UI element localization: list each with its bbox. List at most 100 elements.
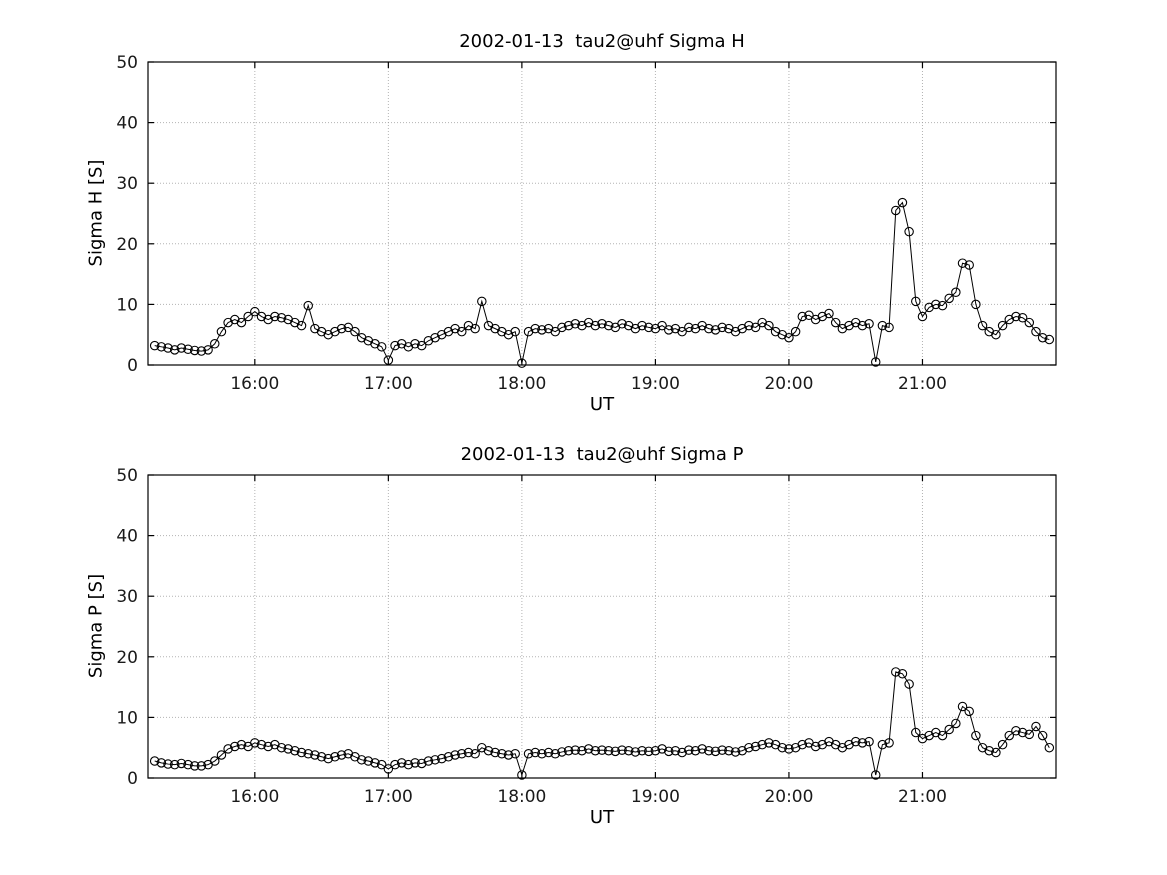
data-point-marker [657, 320, 667, 331]
data-point-marker [276, 312, 287, 323]
data-point-marker [156, 342, 167, 352]
x-tick-label: 21:00 [898, 374, 947, 394]
data-point-marker [971, 299, 981, 310]
y-tick-label: 10 [116, 295, 138, 315]
data-point-marker [757, 739, 767, 750]
data-point-marker [563, 320, 574, 331]
data-point-marker [891, 667, 901, 677]
data-point-marker [810, 741, 821, 752]
data-point-marker [210, 339, 220, 349]
data-point-marker [870, 770, 881, 780]
data-point-marker [1031, 721, 1041, 732]
data-point-marker [951, 718, 961, 729]
data-point-marker [937, 300, 948, 311]
x-tick-label: 21:00 [898, 787, 947, 807]
data-point-marker [1024, 729, 1035, 740]
data-point-marker [430, 755, 440, 765]
data-point-marker [336, 750, 347, 760]
y-tick-label: 20 [116, 648, 138, 668]
sigma-h-plot-area: 16:00 17:00 18:00 19:00 20:00 21:00 0 10 20 30 40 5… [116, 53, 1057, 394]
data-point-marker [183, 344, 193, 354]
data-point-marker [443, 752, 454, 762]
data-point-marker [169, 345, 180, 355]
data-point-marker [957, 701, 968, 712]
data-point-marker [690, 745, 701, 756]
data-point-marker [543, 747, 554, 758]
data-point-marker [189, 761, 200, 771]
data-point-marker [650, 745, 661, 756]
data-point-marker [784, 332, 794, 343]
data-point-marker [637, 320, 647, 331]
data-point-marker [1017, 727, 1028, 738]
data-point-marker [1017, 312, 1028, 323]
data-point-marker [790, 326, 801, 337]
data-point-marker [356, 755, 367, 765]
data-point-marker [937, 730, 948, 741]
data-line [154, 671, 1050, 777]
data-point-marker [784, 744, 794, 754]
y-tick-label: 40 [116, 527, 138, 547]
data-point-marker [363, 756, 374, 766]
data-point-marker [570, 745, 581, 755]
data-point-marker [550, 326, 561, 337]
data-point-marker [530, 747, 540, 758]
data-point-marker [1044, 742, 1055, 753]
data-point-marker [991, 329, 1001, 340]
chart-title-sigma-h: 2002-01-13 tau2@uhf Sigma H [459, 31, 745, 52]
y-tick-label: 50 [116, 53, 138, 73]
data-point-marker [904, 226, 914, 237]
data-point-marker [497, 749, 507, 759]
data-point-marker [570, 319, 581, 329]
x-tick-label: 20:00 [764, 787, 813, 807]
data-point-marker [250, 738, 260, 748]
data-point-marker [911, 296, 921, 307]
data-point-marker [296, 320, 307, 331]
data-point-marker [176, 758, 187, 769]
data-point-marker [637, 745, 647, 756]
data-point-marker [951, 287, 961, 298]
x-tick-label: 19:00 [631, 787, 680, 807]
data-point-marker [216, 326, 227, 337]
data-point-marker [710, 325, 721, 335]
data-point-marker [864, 319, 874, 329]
data-point-marker [991, 747, 1001, 758]
data-point-marker [236, 739, 247, 750]
data-point-marker [336, 323, 347, 334]
y-tick-label: 20 [116, 235, 138, 255]
data-point-marker [216, 750, 227, 760]
data-point-marker [550, 749, 561, 759]
data-point-marker [517, 358, 527, 368]
data-point-marker [744, 742, 754, 753]
y-tick-label: 30 [116, 174, 138, 194]
data-point-marker [864, 736, 874, 747]
data-point-marker [944, 724, 954, 735]
data-point-marker [704, 323, 714, 334]
data-point-marker [724, 745, 734, 756]
data-point-marker [176, 343, 187, 353]
data-point-marker [283, 744, 293, 754]
data-point-marker [911, 727, 921, 738]
data-point-marker [243, 311, 253, 322]
data-point-marker [1031, 326, 1041, 337]
data-point-marker [390, 340, 400, 351]
data-point-marker [583, 744, 594, 754]
data-point-marker [263, 741, 273, 752]
data-point-marker [764, 320, 774, 331]
data-point-marker [376, 342, 387, 352]
data-point-marker [557, 322, 567, 333]
data-point-marker [997, 320, 1008, 331]
data-point-marker [884, 322, 894, 333]
data-point-marker [457, 326, 467, 337]
data-point-marker [897, 197, 908, 208]
data-point-marker [323, 753, 334, 764]
data-point-marker [577, 745, 587, 756]
sigma-p-plot-area: 16:00 17:00 18:00 19:00 20:00 21:00 0 10 20 30 40 5… [116, 466, 1057, 807]
data-point-marker [376, 759, 387, 770]
data-point-marker [1011, 311, 1021, 322]
data-point-marker [870, 357, 881, 367]
data-point-marker [824, 308, 834, 319]
data-point-marker [984, 745, 994, 756]
data-point-marker [850, 736, 861, 747]
data-point-marker [156, 758, 167, 768]
